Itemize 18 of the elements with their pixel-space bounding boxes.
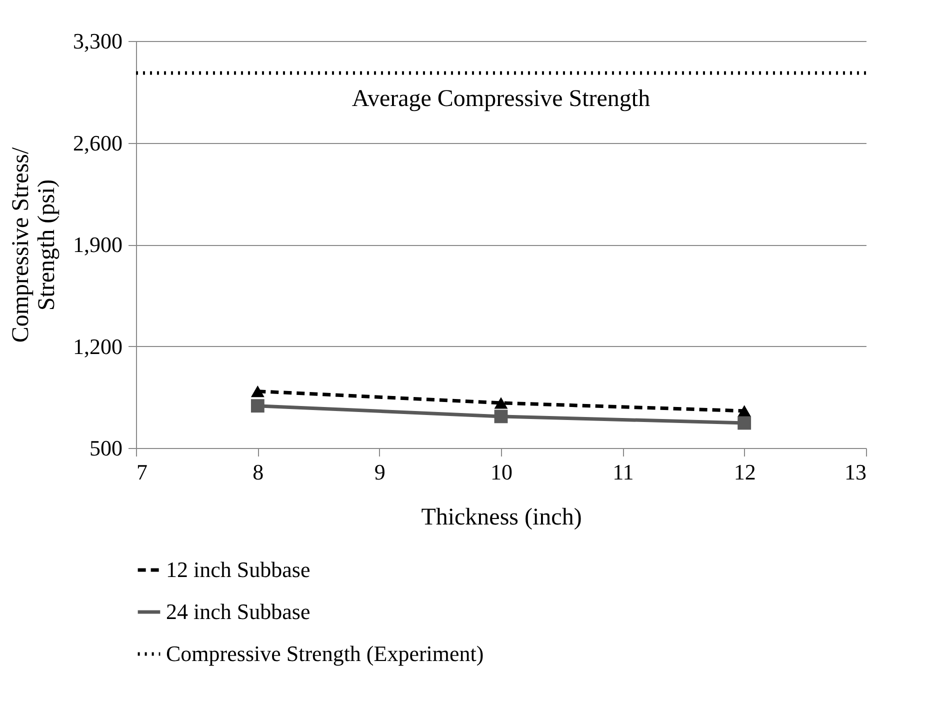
y-tick-label: 3,300 — [73, 28, 122, 54]
x-tick-label: 7 — [136, 460, 148, 484]
y-axis-title: Compressive Stress/ Strength (psi) — [8, 147, 60, 343]
x-tick-label: 9 — [374, 460, 386, 484]
y-tick-label: 1,200 — [73, 334, 122, 359]
legend-label: 24 inch Subbase — [166, 599, 310, 624]
y-tick-label: 1,900 — [73, 232, 122, 257]
x-tick-label: 13 — [844, 460, 866, 484]
x-tick-label: 11 — [612, 460, 634, 484]
legend-label: Compressive Strength (Experiment) — [166, 641, 484, 666]
x-axis-title: Thickness (inch) — [421, 504, 582, 530]
x-tick-label: 12 — [734, 460, 756, 484]
legend-label: 12 inch Subbase — [166, 557, 310, 582]
x-tick-label: 8 — [252, 460, 264, 484]
x-tick-label: 10 — [490, 460, 512, 484]
y-tick-label: 500 — [90, 436, 122, 460]
annotation: Average Compressive Strength — [352, 86, 650, 112]
y-tick-label: 2,600 — [73, 130, 122, 156]
